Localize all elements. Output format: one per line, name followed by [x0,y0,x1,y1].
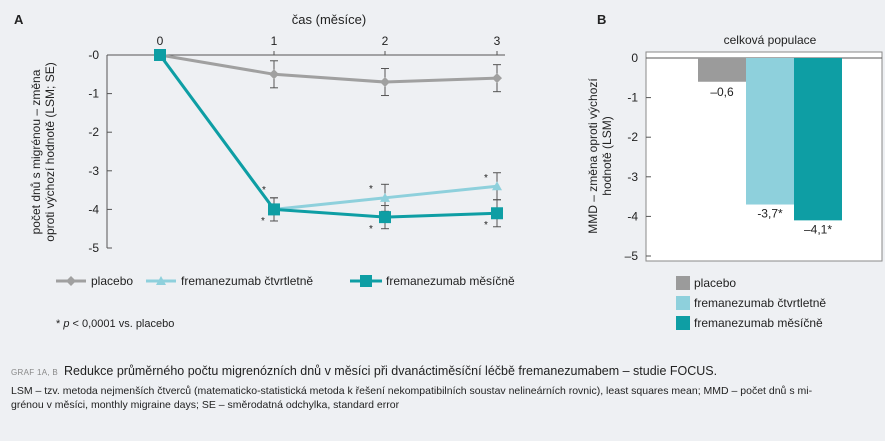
data-point-monthly [154,49,166,61]
data-point-placebo [380,77,390,88]
footnote: * p < 0,0001 vs. placebo [56,318,174,330]
bar-value-label: –4,1* [804,222,832,236]
significance-marker: * [484,220,488,231]
significance-marker: * [262,185,266,196]
x-tick-label: 1 [271,34,278,48]
bar-1 [746,58,794,205]
y-tick-label: -3 [627,170,638,184]
data-point-monthly [491,207,503,220]
bar-0 [698,58,746,82]
legend-b-placebo-label: placebo [694,276,736,290]
data-point-quarterly [380,192,390,202]
x-tick-label: 3 [494,34,501,48]
legend-monthly-label: fremanezumab měsíčně [386,274,515,288]
bar-value-label: –0,6 [710,85,734,99]
caption-tag: GRAF 1A, B [11,368,59,377]
panel-a-xlabel: čas (měsíce) [292,12,366,27]
legend-quarterly-label: fremanezumab čtvrtletně [181,274,313,288]
caption-abbrev-line2: grénou v měsíci, monthly migraine days; … [11,399,400,411]
legend-placebo-label: placebo [91,274,133,288]
caption-title: Redukce průměrného počtu migrenózních dn… [64,364,718,378]
y-tick-label: –5 [625,249,639,263]
bar-2 [794,58,842,221]
y-tick-label: -4 [627,209,638,223]
data-point-monthly [379,211,391,224]
caption-abbrev-line1: LSM – tzv. metoda nejmenších čtverců (ma… [11,385,813,397]
y-tick-label: -1 [88,87,99,101]
x-tick-label: 2 [382,34,389,48]
legend-b-quarterly-label: fremanezumab čtvrtletně [694,296,826,310]
panel-b-ylabel-line2: hodnotě (LSM) [600,116,614,195]
legend-b-quarterly-swatch [676,296,690,310]
legend-quarterly-line [146,276,176,285]
x-tick-label: 0 [157,34,164,48]
series-line-0 [159,53,498,84]
significance-marker: * [369,224,373,235]
panel-a-label: A [14,12,24,27]
data-point-monthly [268,203,280,216]
panel-b-label: B [597,12,606,27]
panel-b-title: celková populace [724,33,817,47]
legend-monthly-line [350,275,382,287]
y-tick-label: 0 [631,51,638,65]
series-line-2 [158,54,498,219]
y-tick-label: -2 [88,125,99,139]
y-tick-label: -4 [88,202,99,216]
significance-marker: * [261,216,265,227]
significance-marker: * [484,173,488,184]
legend-placebo-line [56,276,86,286]
panel-a-ylabel-line1: počet dnů s migrénou – změna [29,69,43,234]
panel-b-legend: placebo fremanezumab čtvrtletně fremanez… [676,276,826,330]
y-tick-label: -3 [88,164,99,178]
panel-a-legend: placebo fremanezumab čtvrtletně fremanez… [56,274,515,288]
legend-b-monthly-label: fremanezumab měsíčně [694,316,823,330]
bar-value-label: -3,7* [757,207,783,221]
legend-b-placebo-swatch [676,276,690,290]
panel-b-ylabel-line1: MMD – změna oproti výchozí [586,78,600,234]
significance-marker: * [369,184,373,195]
panel-a-ylabel-line2: oproti výchozí hodnotě (LSM; SE) [43,62,57,241]
data-point-quarterly [492,181,502,191]
y-tick-label: -1 [627,91,638,105]
data-point-placebo [492,73,502,84]
figure-caption: GRAF 1A, B Redukce průměrného počtu migre… [11,364,877,412]
y-tick-label: -5 [88,241,99,255]
y-tick-label: -2 [627,130,638,144]
data-point-placebo [269,69,279,80]
legend-b-monthly-swatch [676,316,690,330]
y-tick-label: -0 [88,48,99,62]
chart-canvas: A čas (měsíce) počet dnů s migrénou – zm… [14,12,883,330]
